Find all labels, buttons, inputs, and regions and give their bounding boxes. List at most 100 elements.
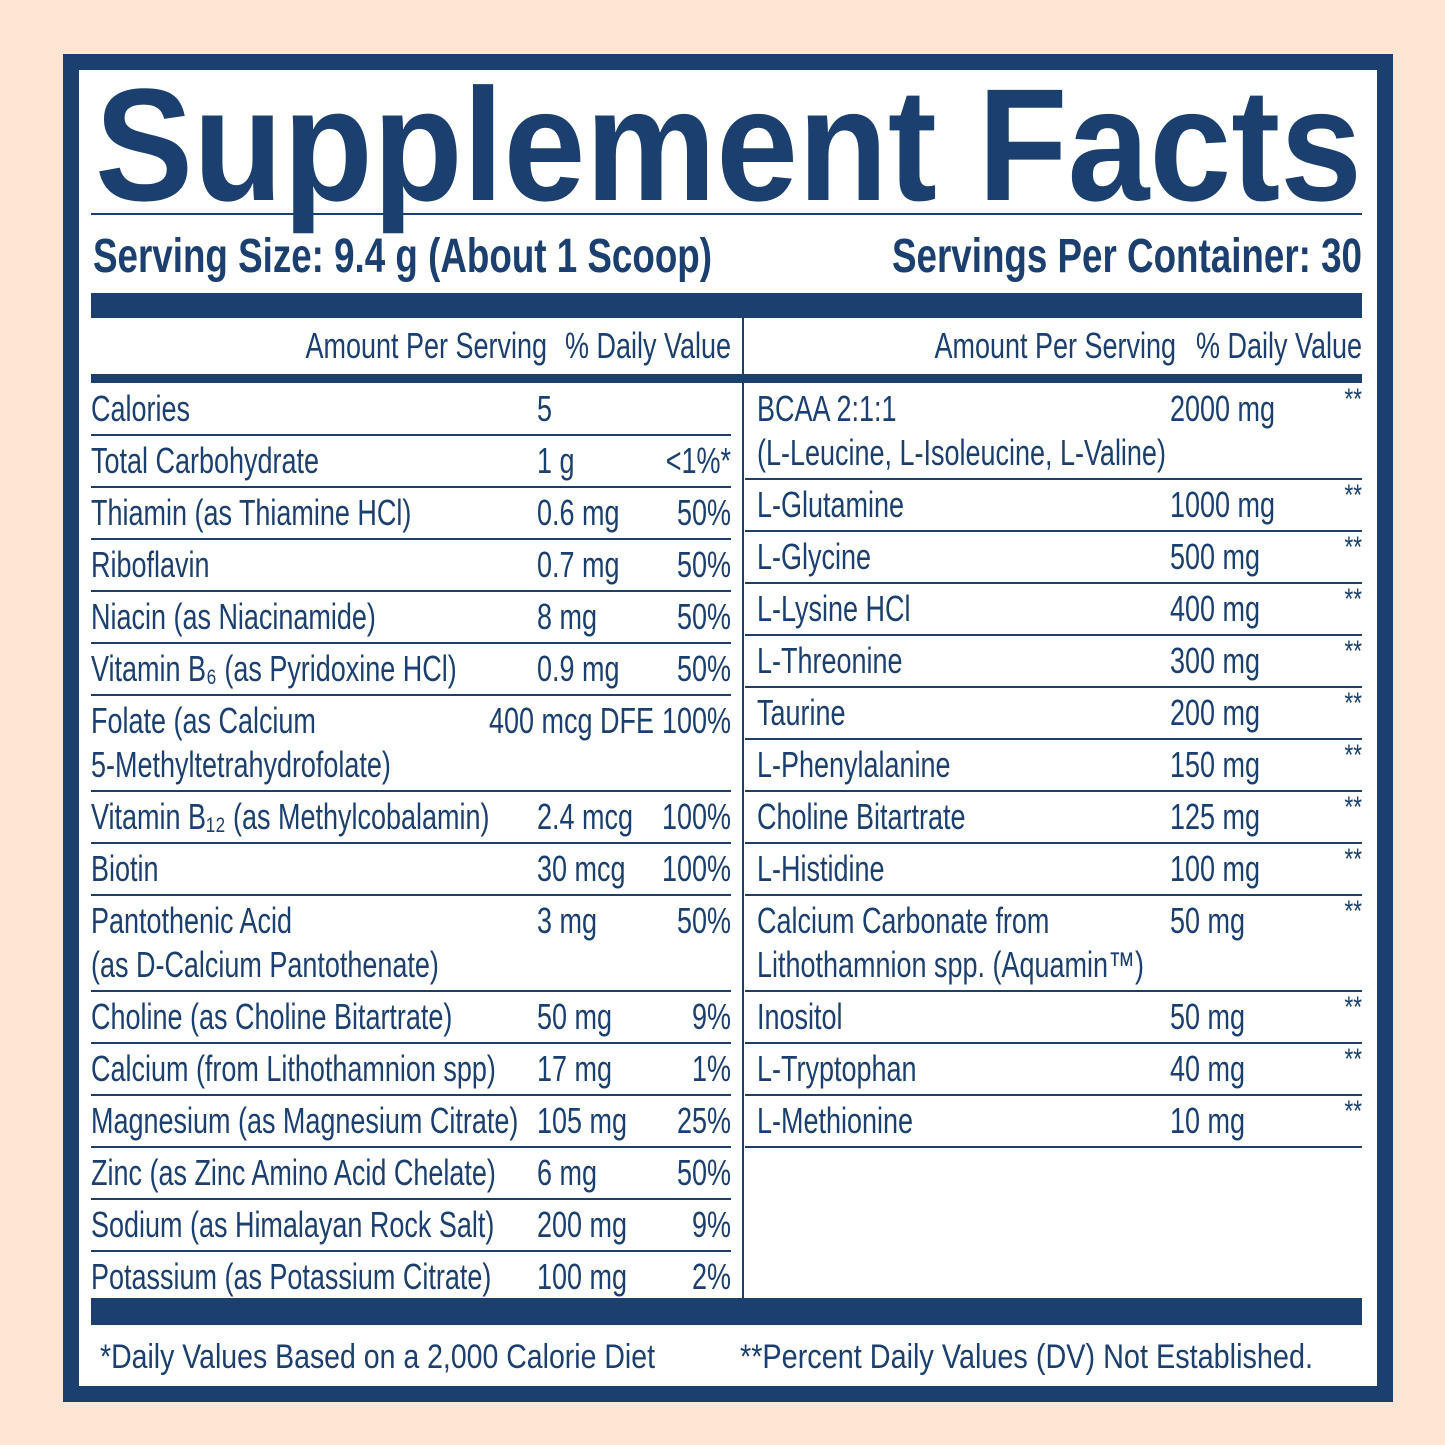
- amount: 50 mg: [1170, 900, 1245, 941]
- nutrient-name: Choline Bitartrate: [757, 796, 965, 837]
- serving-size: Serving Size: 9.4 g (About 1 Scoop): [93, 230, 712, 283]
- amount: 0.6 mg: [537, 492, 619, 533]
- column-header: Amount Per Serving: [935, 325, 1176, 366]
- title: Supplement Facts: [95, 55, 1362, 234]
- amount: 400 mg: [1170, 588, 1260, 629]
- row-rule: [91, 1146, 731, 1148]
- amount: 100 mg: [537, 1256, 627, 1297]
- amount: 40 mg: [1170, 1048, 1245, 1089]
- nutrient-name: Folate (as Calcium: [91, 700, 316, 741]
- nutrient-name: Biotin: [91, 848, 158, 889]
- daily-value: 25%: [677, 1100, 731, 1141]
- row-rule: [91, 434, 731, 436]
- row-rule: [745, 1146, 1362, 1148]
- header-bar: [91, 374, 1362, 383]
- nutrient-name: Sodium (as Himalayan Rock Salt): [91, 1204, 494, 1245]
- daily-value: **: [1344, 582, 1362, 616]
- amount: 500 mg: [1170, 536, 1260, 577]
- daily-value: 100%: [662, 848, 731, 889]
- row-rule: [91, 1198, 731, 1200]
- nutrient-name: Vitamin B₆ (as Pyridoxine HCl): [91, 648, 457, 689]
- amount: 6 mg: [537, 1152, 597, 1193]
- amount: 30 mcg: [537, 848, 625, 889]
- daily-value: **: [1344, 686, 1362, 720]
- row-rule: [91, 642, 731, 644]
- nutrient-name: Riboflavin: [91, 544, 209, 585]
- amount: 10 mg: [1170, 1100, 1245, 1141]
- nutrient-name: L-Glutamine: [757, 484, 904, 525]
- nutrient-name: 5-Methyltetrahydrofolate): [91, 744, 391, 785]
- daily-value: **: [1344, 990, 1362, 1024]
- amount: 1000 mg: [1170, 484, 1275, 525]
- daily-value: **: [1344, 634, 1362, 668]
- thick-bar: [91, 293, 1362, 318]
- amount: 50 mg: [1170, 996, 1245, 1037]
- amount: 0.9 mg: [537, 648, 619, 689]
- column-header: Amount Per Serving: [306, 325, 547, 366]
- amount: 2.4 mcg: [537, 796, 633, 837]
- nutrient-name: L-Phenylalanine: [757, 744, 951, 785]
- servings-per-container: Servings Per Container: 30: [892, 230, 1362, 283]
- amount: 200 mg: [1170, 692, 1260, 733]
- nutrient-name: L-Histidine: [757, 848, 884, 889]
- row-rule: [745, 842, 1362, 844]
- daily-value: 50%: [677, 544, 731, 585]
- nutrient-name: L-Threonine: [757, 640, 902, 681]
- daily-value: 100%: [662, 796, 731, 837]
- daily-value: **: [1344, 1094, 1362, 1128]
- nutrient-name: (L-Leucine, L-Isoleucine, L-Valine): [757, 432, 1166, 473]
- frame: [63, 54, 1393, 1402]
- nutrient-name: Lithothamnion spp. (Aquamin™): [757, 944, 1144, 985]
- column-divider: [742, 318, 744, 1298]
- daily-value: <1%*: [666, 440, 731, 481]
- nutrient-name: Inositol: [757, 996, 842, 1037]
- daily-value: 9%: [692, 996, 731, 1037]
- row-rule: [745, 790, 1362, 792]
- row-rule: [91, 486, 731, 488]
- nutrient-name: Taurine: [757, 692, 845, 733]
- column-header: % Daily Value: [1196, 325, 1362, 366]
- row-rule: [91, 990, 731, 992]
- row-rule: [91, 538, 731, 540]
- amount: 0.7 mg: [537, 544, 619, 585]
- nutrient-name: Vitamin B₁₂ (as Methylcobalamin): [91, 796, 489, 837]
- daily-value: 50%: [677, 648, 731, 689]
- row-rule: [91, 1250, 731, 1252]
- nutrient-name: Magnesium (as Magnesium Citrate): [91, 1100, 518, 1141]
- nutrient-name: Total Carbohydrate: [91, 440, 319, 481]
- row-rule: [91, 894, 731, 896]
- amount: 3 mg: [537, 900, 597, 941]
- nutrient-name: L-Glycine: [757, 536, 871, 577]
- amount: 125 mg: [1170, 796, 1260, 837]
- row-rule: [745, 738, 1362, 740]
- row-rule: [91, 790, 731, 792]
- amount: 200 mg: [537, 1204, 627, 1245]
- row-rule: [745, 530, 1362, 532]
- row-rule: [745, 1094, 1362, 1096]
- nutrient-name: Calories: [91, 388, 190, 429]
- amount: 100 mg: [1170, 848, 1260, 889]
- rule: [91, 213, 1362, 215]
- row-rule: [91, 1042, 731, 1044]
- amount: 105 mg: [537, 1100, 627, 1141]
- row-rule: [91, 1094, 731, 1096]
- nutrient-name: Calcium Carbonate from: [757, 900, 1049, 941]
- daily-value: **: [1344, 530, 1362, 564]
- daily-value: **: [1344, 738, 1362, 772]
- column-header: % Daily Value: [565, 325, 731, 366]
- daily-value: **: [1344, 1042, 1362, 1076]
- nutrient-name: L-Lysine HCl: [757, 588, 910, 629]
- daily-value: 2%: [692, 1256, 731, 1297]
- amount: 300 mg: [1170, 640, 1260, 681]
- row-rule: [745, 686, 1362, 688]
- amount: 17 mg: [537, 1048, 612, 1089]
- daily-value: 1%: [692, 1048, 731, 1089]
- amount: 2000 mg: [1170, 388, 1275, 429]
- row-rule: [745, 634, 1362, 636]
- thick-bar: [91, 1298, 1362, 1325]
- nutrient-name: L-Tryptophan: [757, 1048, 916, 1089]
- nutrient-name: Calcium (from Lithothamnion spp): [91, 1048, 496, 1089]
- daily-value: 50%: [677, 596, 731, 637]
- nutrient-name: Zinc (as Zinc Amino Acid Chelate): [91, 1152, 496, 1193]
